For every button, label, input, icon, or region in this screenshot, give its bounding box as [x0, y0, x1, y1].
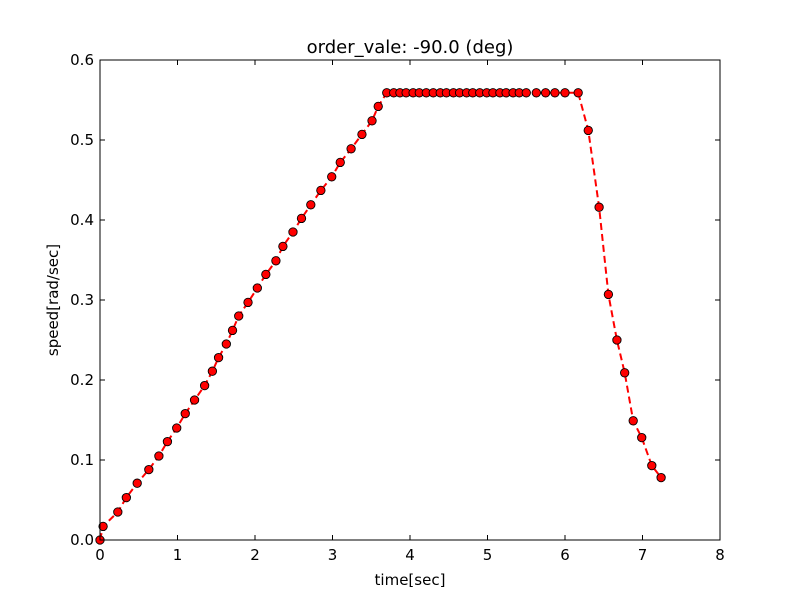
- data-point: [647, 460, 657, 471]
- x-tick-label: 4: [405, 546, 415, 564]
- data-point: [573, 88, 583, 98]
- data-point: [656, 472, 666, 483]
- data-point: [316, 185, 326, 196]
- x-tick-label: 3: [328, 546, 338, 564]
- data-point: [583, 125, 593, 136]
- x-tick-label: 8: [715, 546, 725, 564]
- data-point: [550, 88, 560, 98]
- data-point: [172, 423, 182, 433]
- data-point: [327, 172, 337, 182]
- y-tick-label: 0.0: [70, 531, 94, 549]
- data-point: [346, 144, 356, 154]
- x-axis-label: time[sec]: [375, 571, 446, 589]
- data-point: [367, 116, 377, 126]
- data-point: [306, 200, 316, 210]
- data-point: [162, 436, 173, 447]
- x-tick-label: 2: [250, 546, 260, 564]
- data-point: [637, 432, 647, 443]
- data-point: [180, 408, 190, 419]
- data-point: [144, 464, 154, 475]
- x-tick-label: 6: [560, 546, 570, 564]
- x-tick-label: 7: [638, 546, 648, 564]
- data-point: [227, 325, 238, 336]
- axes-frame: [99, 59, 721, 541]
- data-point: [603, 289, 614, 300]
- x-tick-label: 0: [95, 546, 105, 564]
- data-point: [252, 283, 262, 293]
- data-point: [199, 380, 210, 391]
- data-point: [271, 256, 281, 266]
- data-point: [234, 311, 244, 321]
- data-point: [154, 451, 164, 461]
- data-point: [132, 478, 142, 488]
- data-point: [243, 297, 253, 308]
- data-point: [113, 507, 123, 517]
- x-tick-label: 1: [173, 546, 183, 564]
- plot-area: [95, 88, 666, 545]
- y-tick-label: 0.6: [70, 51, 94, 69]
- data-point: [628, 416, 638, 426]
- data-point: [540, 88, 551, 98]
- data-point: [189, 395, 200, 405]
- data-point: [221, 339, 231, 349]
- data-point: [121, 492, 132, 503]
- y-tick-label: 0.5: [70, 131, 94, 149]
- data-point: [521, 88, 531, 98]
- data-point: [261, 269, 271, 280]
- y-tick-label: 0.1: [70, 451, 94, 469]
- y-tick-label: 0.4: [70, 211, 94, 229]
- data-point: [288, 227, 298, 237]
- data-point: [335, 157, 345, 168]
- data-point: [296, 213, 307, 224]
- data-point: [278, 241, 288, 252]
- data-point: [612, 335, 622, 345]
- data-point: [594, 202, 604, 212]
- data-point: [207, 366, 218, 376]
- x-tick-label: 5: [483, 546, 493, 564]
- data-point: [373, 101, 383, 112]
- data-point: [357, 129, 367, 140]
- data-point: [98, 521, 108, 532]
- chart-title: order_vale: -90.0 (deg): [307, 37, 514, 58]
- data-point: [620, 368, 630, 378]
- y-tick-label: 0.3: [70, 291, 94, 309]
- y-tick-label: 0.2: [70, 371, 94, 389]
- data-point: [213, 352, 224, 363]
- data-point: [560, 88, 570, 98]
- y-axis-label: speed[rad/sec]: [44, 244, 62, 356]
- data-point: [531, 88, 541, 98]
